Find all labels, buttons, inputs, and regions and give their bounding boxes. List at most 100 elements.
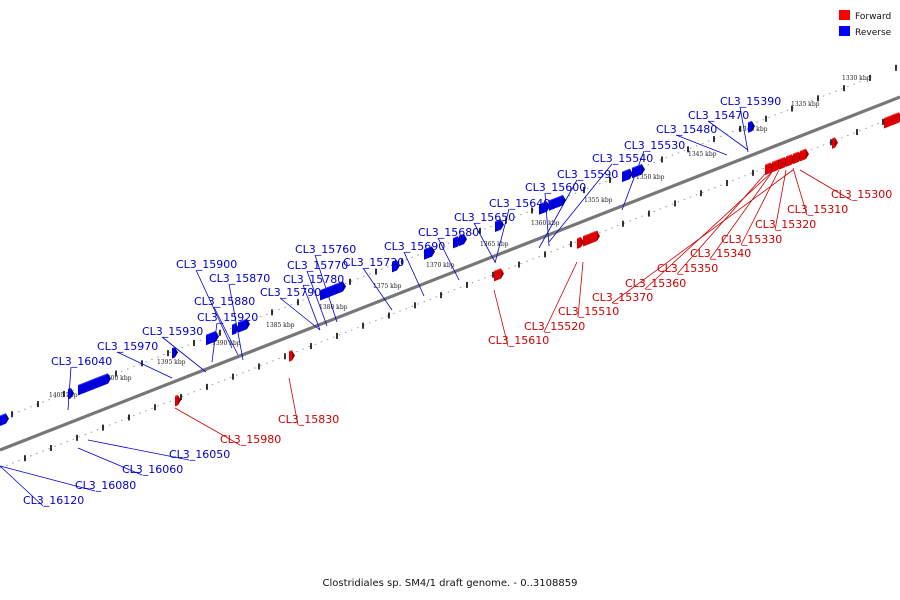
forward-leader-line <box>774 169 787 231</box>
reverse-gene-arrow <box>211 330 219 343</box>
reverse-gene-arrow <box>494 219 504 232</box>
gene-labels: CL3_15390CL3_15470CL3_15480CL3_15530CL3_… <box>23 95 892 507</box>
forward-gene-arrow <box>582 230 600 247</box>
genome-caption: Clostridiales sp. SM4/1 draft genome. - … <box>322 578 578 589</box>
reverse-gene-label: CL3_15470 <box>688 109 749 122</box>
kbp-label: 1385 kbp <box>266 322 295 329</box>
forward-gene-label: CL3_15300 <box>831 188 892 201</box>
gene-body <box>206 332 212 346</box>
gene-body <box>86 379 94 393</box>
reverse-gene-label: CL3_15530 <box>624 139 685 152</box>
reverse-gene-label: CL3_15480 <box>656 123 717 136</box>
forward-leader-line <box>288 377 299 426</box>
gene-body <box>78 382 86 396</box>
reverse-gene-arrow <box>548 194 566 211</box>
gene-body <box>495 219 501 232</box>
gene-highlight <box>764 162 772 166</box>
gene-highlight <box>494 219 502 223</box>
reverse-leader-line <box>161 336 207 373</box>
gene-body <box>786 154 792 167</box>
reverse-leader-line <box>0 465 96 492</box>
reverse-gene-label: CL3_15920 <box>197 311 258 324</box>
gene-highlight <box>0 413 7 417</box>
reverse-gene-arrow <box>538 201 550 215</box>
reverse-gene-arrow <box>242 318 250 331</box>
gene-highlight <box>548 194 564 202</box>
gene-arrowhead <box>432 246 435 257</box>
gene-arrowhead <box>563 195 566 206</box>
gene-highlight <box>171 346 176 350</box>
reverse-leader-line <box>675 134 728 156</box>
kbp-label: 1330 kbp <box>842 75 871 82</box>
gene-highlight <box>336 281 344 285</box>
reverse-gene-label: CL3_15600 <box>525 181 586 194</box>
reverse-gene-label: CL3_15680 <box>418 226 479 239</box>
reverse-gene-label: CL3_16120 <box>23 494 84 507</box>
gene-arrowhead <box>581 237 584 248</box>
forward-leader-line <box>577 261 584 318</box>
reverse-gene-arrow <box>458 233 467 247</box>
gene-highlight <box>799 148 807 152</box>
gene-arrowhead <box>236 323 239 334</box>
reverse-gene-arrow <box>231 323 239 336</box>
reverse-leader-line <box>116 351 173 379</box>
gene-body <box>459 234 464 247</box>
gene-highlight <box>538 201 548 206</box>
forward-leader-line <box>676 173 766 275</box>
gene-body <box>289 350 292 362</box>
reverse-leader-line <box>473 222 496 263</box>
gene-highlight <box>242 318 248 322</box>
reverse-gene-label: CL3_15590 <box>557 168 618 181</box>
gene-arrowhead <box>292 350 295 361</box>
forward-gene-arrow <box>799 148 809 162</box>
gene-arrowhead <box>464 234 467 245</box>
reverse-leader-line <box>77 447 143 476</box>
kbp-label: 1390 kbp <box>212 340 241 347</box>
kbp-label: 1370 kbp <box>426 262 455 269</box>
forward-gene-arrow <box>288 350 295 362</box>
gene-body <box>539 201 547 215</box>
forward-gene-arrow <box>831 137 838 149</box>
gene-highlight <box>237 320 244 324</box>
gene-highlight <box>458 233 465 237</box>
gene-body <box>884 114 894 129</box>
gene-highlight <box>205 332 213 336</box>
gene-body <box>175 395 178 407</box>
tick-marks <box>11 64 897 462</box>
kbp-label: 1345 kbp <box>688 151 717 158</box>
forward-gene-arrow <box>174 394 181 407</box>
gene-body <box>772 160 778 173</box>
gene-highlight <box>174 394 179 397</box>
reverse-gene-label: CL3_15730 <box>343 256 404 269</box>
reverse-gene-label: CL3_15690 <box>384 240 445 253</box>
kbp-label: 1380 kbp <box>319 304 348 311</box>
forward-leader-line <box>740 169 780 246</box>
gene-body <box>243 319 247 331</box>
gene-highlight <box>93 373 109 380</box>
gene-body <box>0 413 6 426</box>
forward-gene-label: CL3_15520 <box>524 320 585 333</box>
reverse-leader-line <box>437 237 460 281</box>
gene-arrowhead <box>216 331 219 342</box>
gene-highlight <box>747 120 753 124</box>
forward-gene-label: CL3_15320 <box>755 218 816 231</box>
reverse-gene-arrow <box>93 373 111 390</box>
gene-body <box>494 268 501 282</box>
forward-gene-label: CL3_15610 <box>488 334 549 347</box>
gene-body <box>94 373 108 390</box>
forward-leader-line <box>792 167 808 216</box>
gene-highlight <box>423 246 433 251</box>
gene-arrowhead <box>6 413 9 424</box>
forward-gene-label: CL3_15310 <box>787 203 848 216</box>
reverse-leader-line <box>621 150 645 211</box>
kbp-label: 1375 kbp <box>373 283 402 290</box>
gene-body <box>832 137 835 149</box>
forward-gene-arrow <box>493 268 504 282</box>
gene-body <box>893 112 899 125</box>
reverse-gene-label: CL3_15880 <box>194 295 255 308</box>
reverse-gene-label: CL3_15900 <box>176 258 237 271</box>
gene-body <box>68 388 71 400</box>
gene-highlight <box>288 350 293 353</box>
kbp-label: 1350 kbp <box>636 174 665 181</box>
